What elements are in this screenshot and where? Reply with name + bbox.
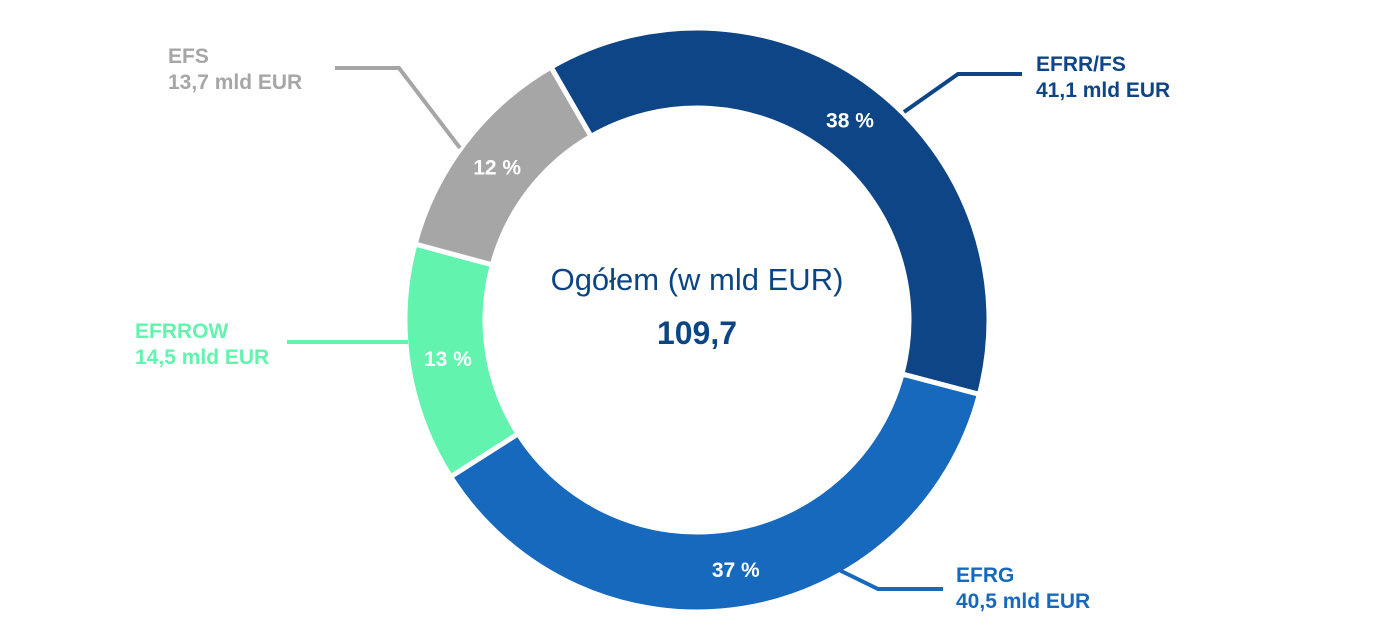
- slice-percent-label-efs: 12 %: [473, 156, 521, 179]
- donut-slice-efs: [411, 63, 595, 268]
- callout-value-efrr-fs: 41,1 mld EUR: [1036, 79, 1170, 102]
- callouts-layer: EFRR/FS 41,1 mld EUR EFRG 40,5 mld EUR EFRRO…: [135, 45, 1170, 613]
- slices-layer: 38 % 37 % 13 % 12 %: [402, 25, 992, 615]
- donut-slice-efrg: [447, 370, 983, 615]
- callout-name-efs: EFS: [168, 45, 209, 68]
- callout-value-efrg: 40,5 mld EUR: [956, 590, 1090, 613]
- callout-name-efrg: EFRG: [956, 564, 1014, 587]
- leader-line-efrg: [830, 564, 943, 591]
- callout-name-efrrow: EFRROW: [135, 320, 229, 343]
- leader-line-efs: [335, 66, 462, 150]
- callout-name-efrr-fs: EFRR/FS: [1036, 53, 1126, 76]
- slice-percent-label-efrr-fs: 38 %: [826, 110, 874, 133]
- leader-line-efrr-fs: [902, 72, 1022, 114]
- slice-percent-label-efrg: 37 %: [712, 559, 760, 582]
- callout-value-efs: 13,7 mld EUR: [168, 71, 302, 94]
- center-title: Ogółem (w mld EUR): [551, 262, 844, 297]
- callout-value-efrrow: 14,5 mld EUR: [135, 346, 269, 369]
- slice-percent-label-efrrow: 13 %: [424, 348, 472, 371]
- center-total: 109,7: [657, 315, 737, 351]
- donut-slice-efrr-fs: [547, 25, 992, 398]
